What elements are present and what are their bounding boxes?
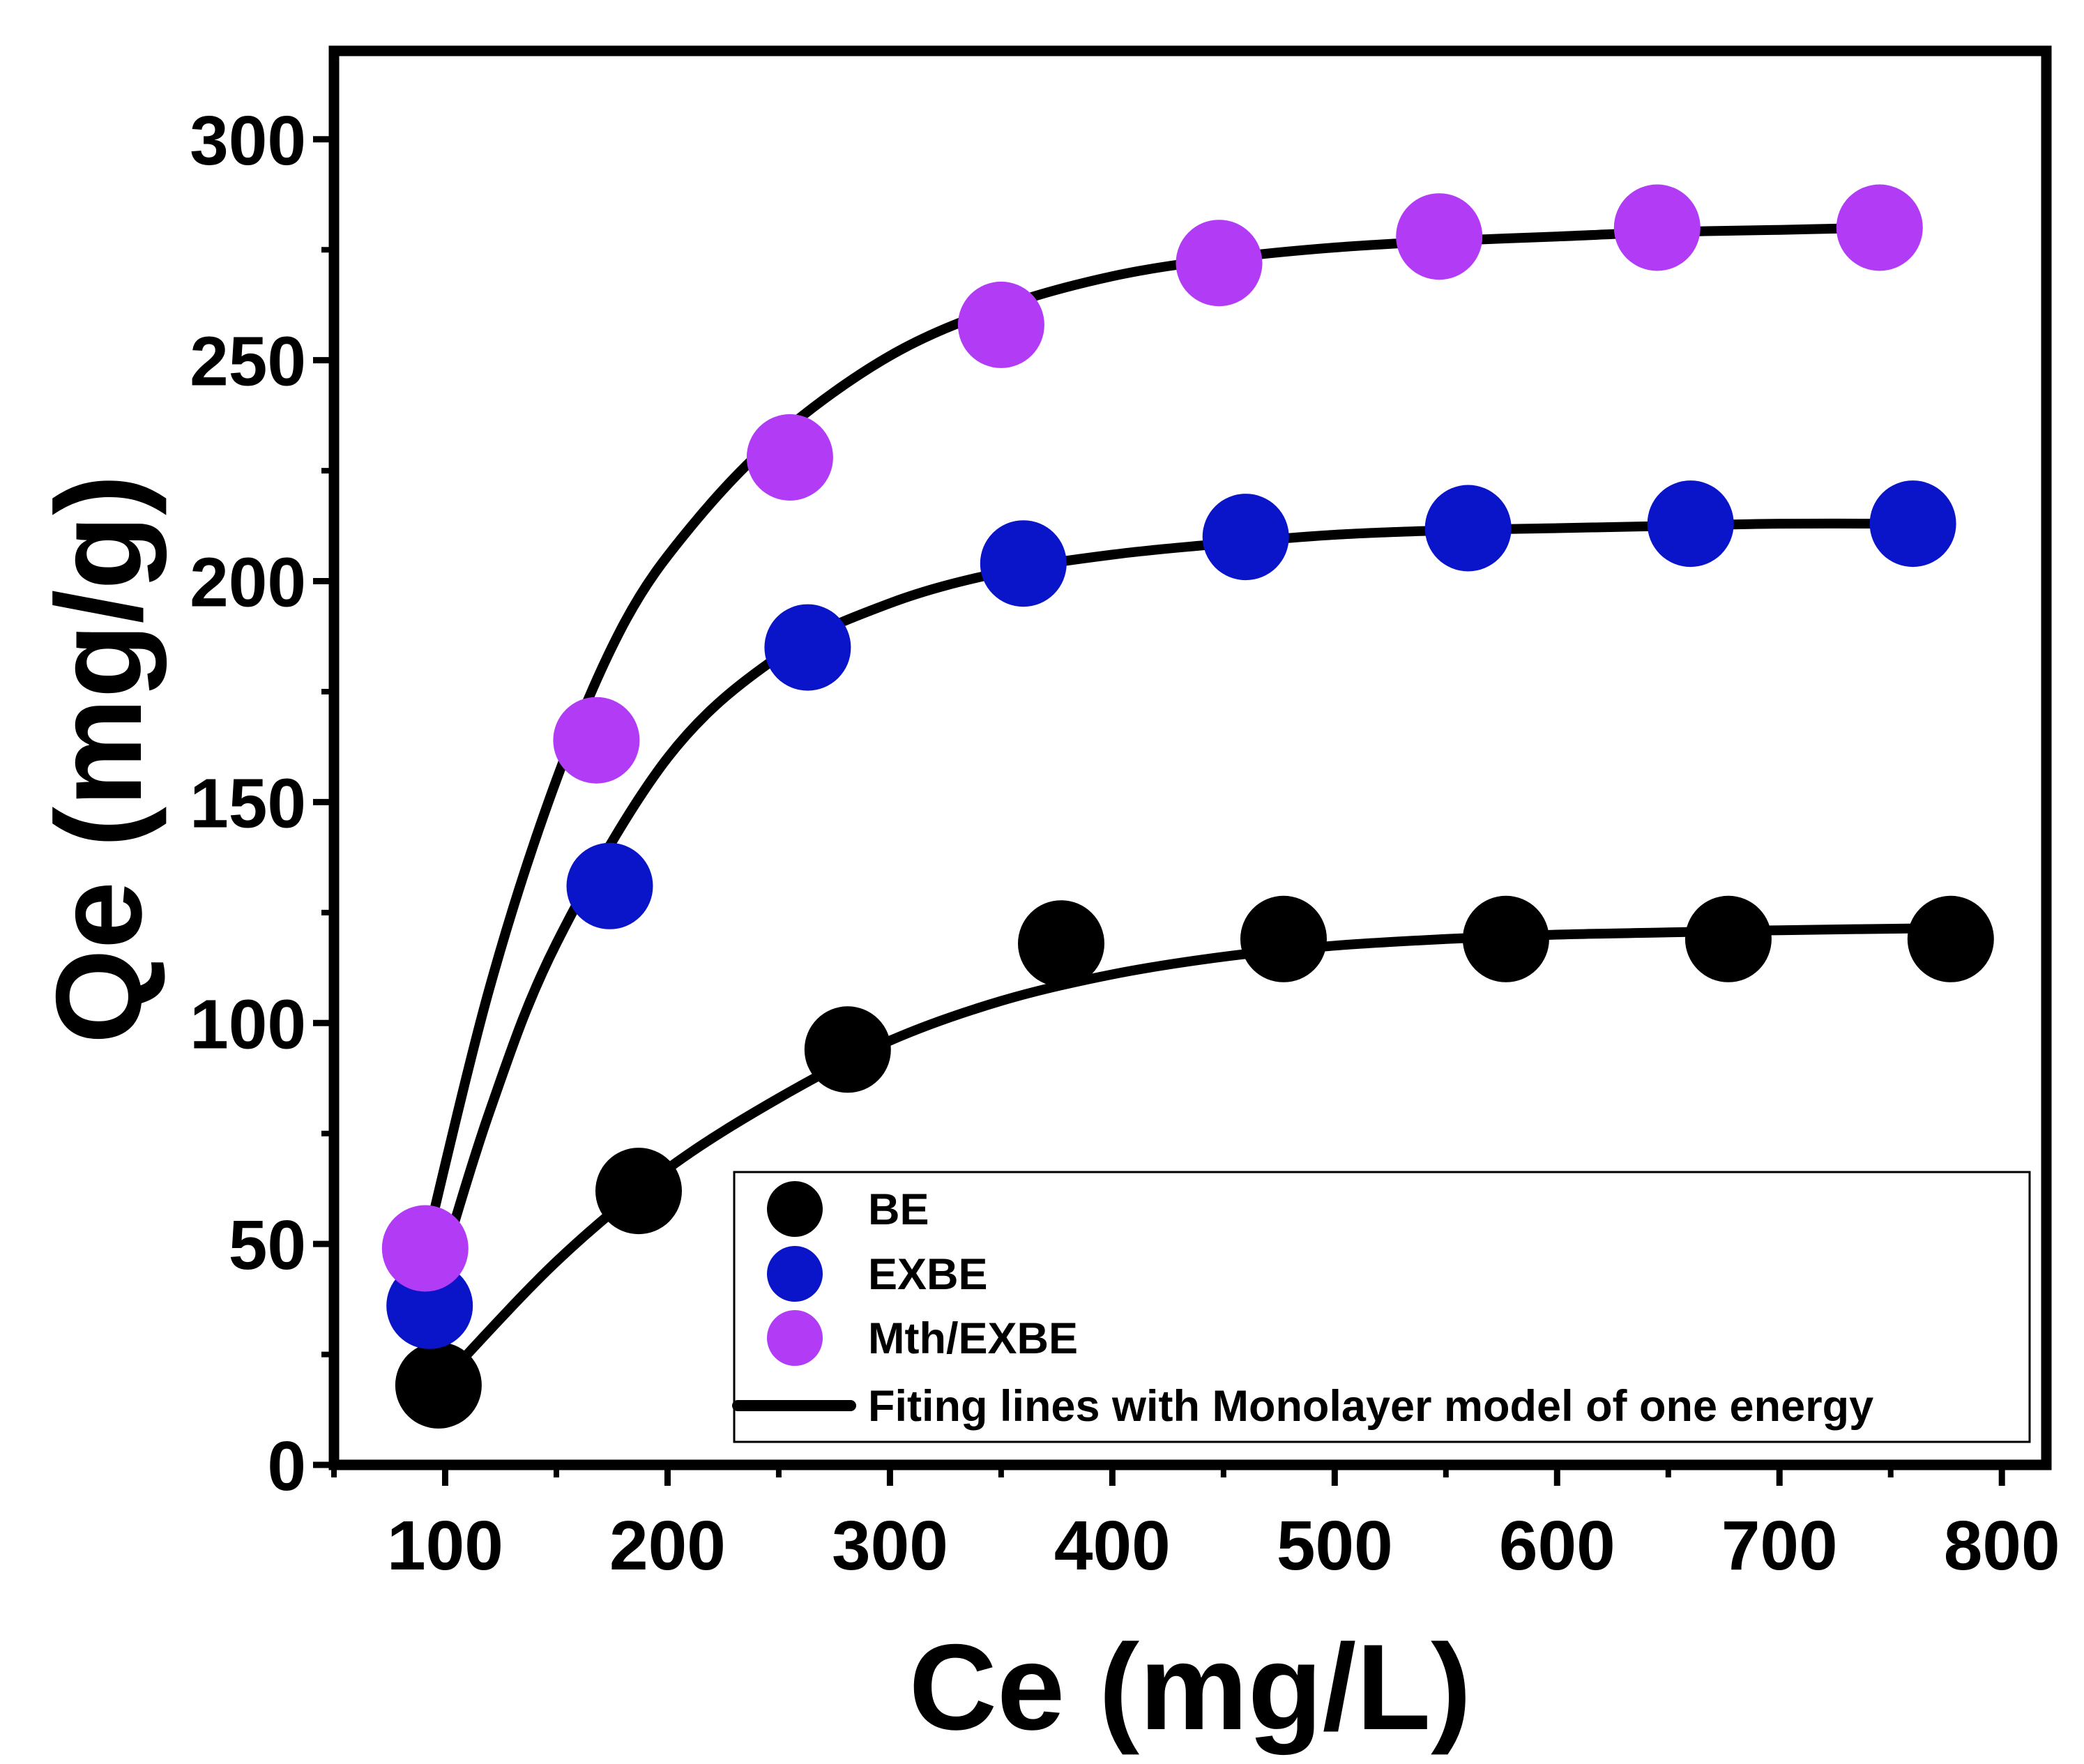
data-point-be: [595, 1148, 682, 1235]
x-tick-label: 500: [1277, 1507, 1393, 1585]
x-tick-label: 400: [1054, 1507, 1171, 1585]
data-point-exbe: [764, 604, 851, 691]
legend-marker-be: [767, 1181, 823, 1237]
data-point-exbe: [1869, 480, 1956, 568]
data-point-mth-exbe: [553, 697, 640, 784]
y-tick-label: 300: [190, 102, 306, 180]
legend-label-mth-exbe: Mth/EXBE: [868, 1314, 1078, 1363]
y-axis-title: Qe (mg/g): [31, 475, 167, 1044]
legend-box: [733, 1171, 2031, 1443]
data-point-mth-exbe: [1613, 184, 1701, 271]
x-tick-label: 200: [609, 1507, 726, 1585]
data-point-exbe: [980, 520, 1067, 607]
data-point-mth-exbe: [1396, 193, 1483, 280]
data-point-be: [1240, 895, 1327, 982]
x-tick-label: 300: [832, 1507, 948, 1585]
legend: BE EXBE Mth/EXBE Fiting lines with Monol…: [732, 1171, 2031, 1443]
data-point-be: [1018, 900, 1104, 987]
x-tick-label: 700: [1721, 1507, 1838, 1585]
data-point-be: [1907, 895, 1994, 982]
legend-label-be: BE: [868, 1185, 929, 1234]
x-tick-label: 600: [1499, 1507, 1615, 1585]
data-point-be: [804, 1006, 891, 1093]
x-axis-title: Ce (mg/L): [909, 1620, 1472, 1756]
data-points-layer: [381, 184, 1994, 1429]
data-point-be: [1684, 895, 1772, 982]
data-point-be: [395, 1341, 482, 1429]
y-tick-label: 250: [190, 323, 306, 401]
data-point-mth-exbe: [957, 281, 1044, 368]
data-point-mth-exbe: [746, 414, 833, 501]
plot-frame: [328, 45, 2052, 1470]
data-point-be: [1462, 895, 1549, 982]
data-point-mth-exbe: [1836, 184, 1923, 271]
y-tick-label: 0: [267, 1427, 306, 1505]
x-tick-label: 100: [387, 1507, 503, 1585]
data-point-exbe: [566, 842, 653, 929]
y-tick-label: 50: [229, 1206, 306, 1284]
legend-label-exbe: EXBE: [868, 1250, 988, 1299]
x-tick-label: 800: [1944, 1507, 2060, 1585]
legend-marker-mth-exbe: [767, 1310, 823, 1366]
data-point-exbe: [1647, 480, 1734, 568]
data-point-exbe: [1202, 494, 1289, 581]
y-tick-label: 150: [190, 764, 306, 842]
y-tick-label: 200: [190, 544, 306, 622]
legend-marker-exbe: [767, 1246, 823, 1302]
fit-line-mth-exbe: [420, 222, 1885, 1254]
y-tick-label: 100: [190, 985, 306, 1063]
data-point-mth-exbe: [381, 1205, 469, 1292]
data-point-mth-exbe: [1176, 220, 1263, 307]
legend-label-fit-line: Fiting lines with Monolayer model of one…: [868, 1382, 1873, 1431]
data-point-exbe: [1424, 485, 1512, 572]
axis-ticks-layer: 100 200 300 400 500 600 700 800 0 50 100 150 200 250 3…: [190, 102, 2060, 1585]
